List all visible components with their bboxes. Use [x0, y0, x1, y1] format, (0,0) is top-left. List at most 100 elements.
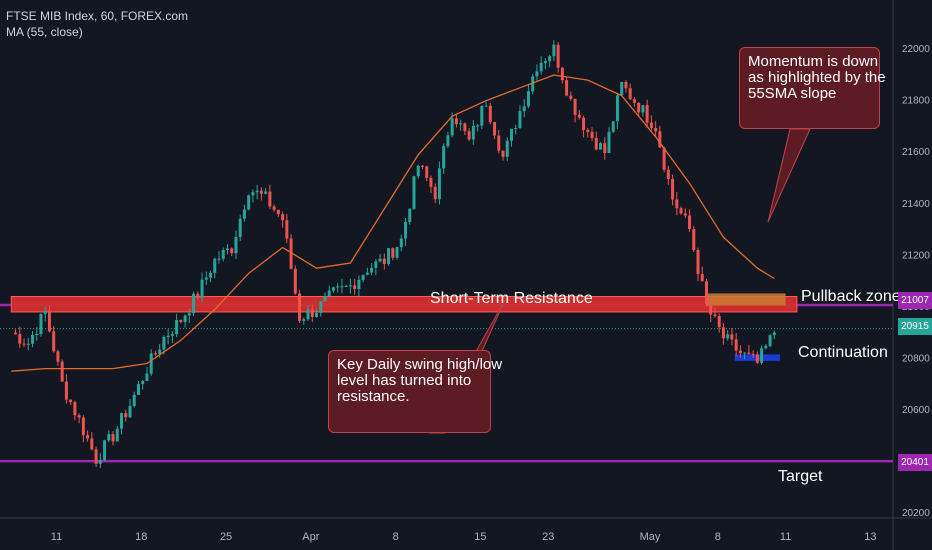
candle-body	[522, 106, 526, 112]
candle-body	[755, 354, 759, 363]
candle-body	[399, 238, 403, 248]
pullback-zone-label: Pullback zone	[801, 288, 901, 305]
candle-body	[734, 339, 738, 351]
y-tick-label: 20200	[902, 508, 930, 519]
candle-body	[671, 179, 675, 200]
candle-body	[285, 220, 289, 239]
candle-body	[234, 237, 238, 254]
candle-body	[94, 449, 98, 464]
candle-body	[577, 114, 581, 118]
candle-body	[535, 71, 539, 77]
momentum-callout-pointer	[767, 128, 811, 223]
candle-body	[149, 353, 153, 374]
y-tick-label: 22000	[902, 44, 930, 55]
candle-body	[298, 293, 302, 321]
candle-body	[344, 285, 348, 287]
candle-body	[679, 208, 683, 214]
resistance-zone	[10, 295, 798, 313]
candle-body	[450, 118, 454, 136]
candle-body	[310, 309, 314, 317]
candle-body	[645, 105, 649, 123]
candle-body	[709, 304, 713, 315]
candle-body	[505, 140, 509, 157]
candle-body	[717, 315, 721, 328]
candle-body	[454, 118, 458, 125]
candle-body	[374, 261, 378, 268]
candle-body	[183, 315, 187, 322]
candle-body	[688, 215, 692, 230]
candle-body	[476, 125, 480, 127]
callout-daily-line-3: resistance.	[337, 388, 410, 405]
candle-body	[268, 191, 272, 207]
y-tick-label: 21400	[902, 199, 930, 210]
candle-body	[395, 247, 399, 258]
candle-body	[692, 229, 696, 251]
candle-body	[408, 208, 412, 223]
candle-body	[416, 165, 420, 177]
candle-body	[225, 248, 229, 250]
candle-body	[107, 434, 111, 441]
candle-body	[120, 413, 124, 429]
candle-body	[632, 99, 636, 103]
candle-body	[255, 190, 259, 193]
candle-body	[488, 105, 492, 123]
candle-body	[683, 213, 687, 216]
candle-body	[14, 332, 18, 335]
x-tick-label: 8	[393, 531, 399, 543]
candle-body	[162, 336, 166, 350]
chart-header: FTSE MIB Index, 60, FOREX.com MA (55, cl…	[6, 8, 188, 40]
price-tag-last: 20915	[898, 318, 932, 335]
candle-body	[628, 88, 632, 100]
price-tag-20401: 20401	[898, 454, 932, 471]
candle-body	[471, 125, 475, 140]
candle-body	[124, 413, 128, 418]
candle-body	[378, 258, 382, 262]
candle-body	[658, 131, 662, 148]
candle-body	[425, 166, 429, 178]
candle-body	[365, 272, 369, 275]
daily-level-callout: Key Daily swing high/low level has turne…	[328, 350, 503, 433]
candle-body	[39, 313, 43, 334]
candle-body	[103, 440, 107, 460]
x-tick-label: 23	[542, 531, 554, 543]
y-tick-label: 21800	[902, 96, 930, 107]
candle-body	[153, 353, 157, 355]
candle-body	[90, 438, 94, 450]
candle-body	[446, 135, 450, 147]
candle-body	[518, 111, 522, 129]
candle-body	[327, 290, 331, 297]
candle-body	[594, 138, 598, 150]
callout-daily-line-1: Key Daily swing high/low	[337, 356, 503, 373]
candle-body	[573, 98, 577, 115]
candle-body	[539, 63, 543, 72]
y-tick-label: 20800	[902, 353, 930, 364]
candle-body	[420, 165, 424, 167]
candle-body	[115, 428, 119, 442]
candle-body	[586, 129, 590, 132]
candle-body	[179, 319, 183, 322]
candle-body	[713, 314, 717, 316]
candle-body	[590, 131, 594, 139]
candle-body	[357, 279, 361, 290]
candle-body	[69, 399, 73, 403]
candle-body	[141, 381, 145, 384]
x-tick-label: 11	[51, 531, 62, 543]
candle-body	[272, 206, 276, 210]
candle-body	[607, 131, 611, 153]
candle-body	[696, 250, 700, 275]
candle-body	[387, 248, 391, 265]
candle-body	[391, 248, 395, 258]
candle-body	[429, 177, 433, 187]
candle-body	[98, 459, 102, 464]
candle-body	[289, 238, 293, 269]
candle-body	[361, 274, 365, 280]
candle-body	[340, 286, 344, 288]
x-tick-label: May	[640, 531, 661, 543]
x-tick-label: 11	[780, 531, 791, 543]
candle-body	[259, 190, 263, 194]
ma55-line	[11, 74, 775, 372]
candle-body	[52, 331, 56, 352]
candle-body	[35, 333, 39, 336]
candle-body	[552, 44, 556, 57]
